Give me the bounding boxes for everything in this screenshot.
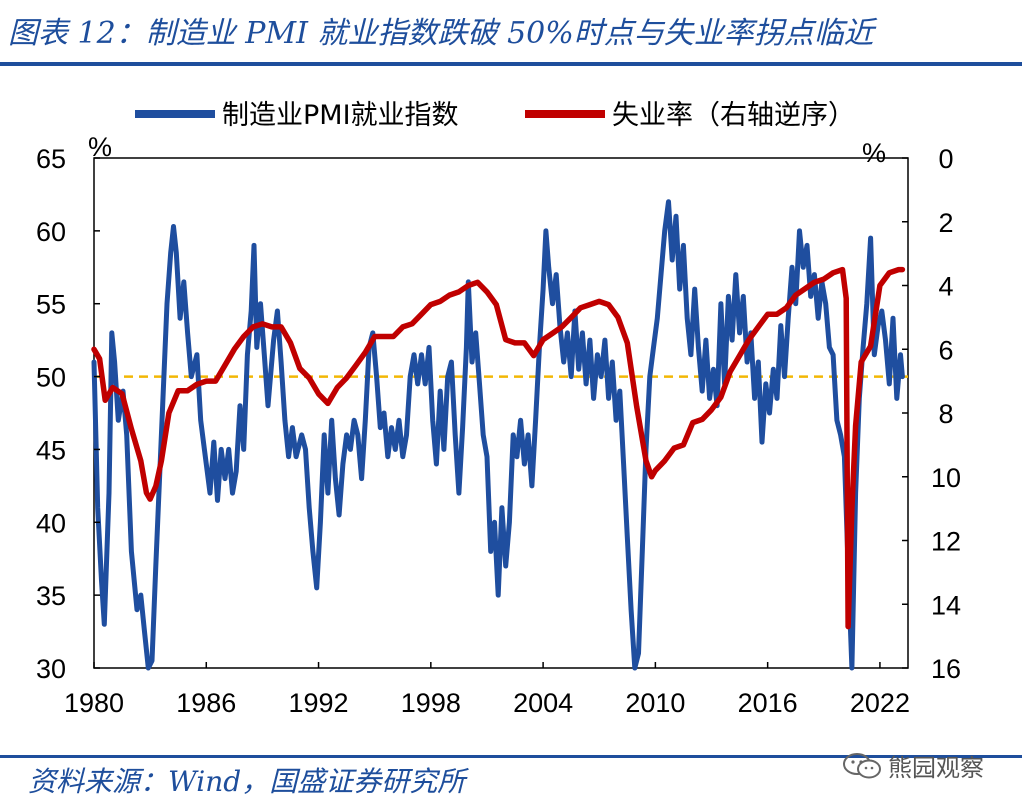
- left-axis-unit: %: [88, 132, 112, 162]
- x-tick-label: 2010: [625, 688, 685, 718]
- line-chart: 制造业PMI就业指数 失业率（右轴逆序） % % 656055504540353…: [36, 100, 961, 718]
- x-tick-label: 1998: [401, 688, 461, 718]
- left-tick-label: 40: [36, 508, 66, 538]
- x-tick-label: 1980: [64, 688, 124, 718]
- figure-title: 图表 12：制造业 PMI 就业指数跌破 50%时点与失业率拐点临近: [8, 16, 874, 51]
- series-line-pmi: [91, 199, 905, 671]
- series-line-unemployment: [91, 266, 906, 630]
- legend: 制造业PMI就业指数 失业率（右轴逆序）: [135, 100, 855, 131]
- right-tick-label: 16: [931, 654, 961, 684]
- right-axis-unit: %: [862, 138, 886, 168]
- right-tick-label: 12: [931, 527, 961, 557]
- legend-label-unemployment: 失业率（右轴逆序）: [612, 100, 855, 131]
- x-tick-label: 2016: [738, 688, 798, 718]
- left-tick-label: 65: [36, 144, 66, 174]
- plot-border: [93, 157, 909, 669]
- watermark: 熊园观察: [842, 748, 984, 783]
- left-tick-label: 45: [36, 435, 66, 465]
- source-note: 资料来源：Wind，国盛证券研究所: [28, 765, 466, 798]
- right-tick-label: 14: [931, 590, 961, 620]
- legend-label-pmi: 制造业PMI就业指数: [222, 100, 459, 131]
- plot-area: [93, 157, 909, 669]
- right-tick-label: 0: [938, 144, 953, 174]
- title-divider: [0, 62, 1022, 66]
- x-tick-label: 1986: [176, 688, 236, 718]
- right-tick-label: 6: [938, 335, 953, 365]
- wechat-icon: [843, 752, 881, 778]
- watermark-text: 熊园观察: [888, 754, 984, 782]
- right-tick-label: 4: [938, 272, 953, 302]
- left-tick-label: 30: [36, 654, 66, 684]
- right-tick-label: 8: [938, 399, 953, 429]
- x-tick-label: 2004: [513, 688, 573, 718]
- left-tick-label: 55: [36, 290, 66, 320]
- x-tick-label: 2022: [850, 688, 910, 718]
- left-tick-label: 60: [36, 217, 66, 247]
- x-tick-label: 1992: [289, 688, 349, 718]
- axes-layer: 65 60 55 50 45 40 35 30 0 2 4 6 8 10 12 14 16 1980 1986 199…: [36, 144, 961, 718]
- right-tick-label: 10: [931, 463, 961, 493]
- footer-divider: [0, 755, 1022, 758]
- left-tick-label: 50: [36, 363, 66, 393]
- right-tick-label: 2: [938, 208, 953, 238]
- left-tick-label: 35: [36, 581, 66, 611]
- series-layer: [91, 199, 906, 671]
